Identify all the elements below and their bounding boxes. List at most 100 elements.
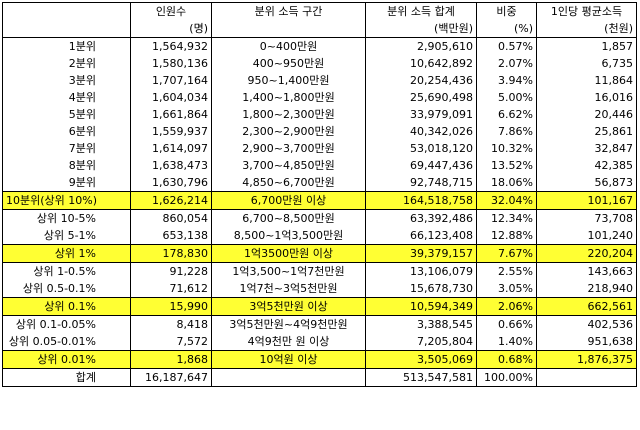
cell-count: 1,614,097 [130,140,212,157]
unit-cell: (백만원) [365,20,477,38]
cell-avg: 56,873 [536,174,637,192]
cell-count: 71,612 [130,280,212,298]
cell-avg: 1,876,375 [536,350,637,369]
cell-avg: 16,016 [536,89,637,106]
header-cell: 인원수 [130,2,212,20]
cell-total: 39,379,157 [365,244,477,263]
cell-label: 10분위(상위 10%) [2,191,131,210]
cell-share: 3.94% [476,72,537,89]
cell-label: 1분위 [2,37,131,55]
table-body: 인원수 분위 소득 구간 분위 소득 합계 비중 1인당 평균소득 (명) (백… [2,2,637,387]
cell-avg: 32,847 [536,140,637,157]
cell-range: 8,500~1억3,500만원 [211,227,366,245]
cell-total: 25,690,498 [365,89,477,106]
header-cell: 분위 소득 합계 [365,2,477,20]
unit-cell: (%) [476,20,537,38]
cell-total: 33,979,091 [365,106,477,123]
table-row: 1분위 1,564,932 0~400만원 2,905,610 0.57% 1,857 [2,37,637,55]
unit-cell: (명) [130,20,212,38]
unit-row: (명) (백만원) (%) (천원) [2,20,637,38]
cell-count: 16,187,647 [130,368,212,387]
cell-count: 1,580,136 [130,55,212,72]
table-row: 7분위 1,614,097 2,900~3,700만원 53,018,120 10.32… [2,140,637,157]
cell-range: 3억5천만원~4억9천만원 [211,315,366,333]
cell-label: 7분위 [2,140,131,157]
cell-share: 2.06% [476,297,537,316]
cell-share: 13.52% [476,157,537,174]
cell-count: 91,228 [130,262,212,280]
header-cell: 분위 소득 구간 [211,2,366,20]
cell-total: 3,388,545 [365,315,477,333]
cell-label: 상위 0.1-0.05% [2,315,131,333]
cell-share: 2.07% [476,55,537,72]
cell-total: 7,205,804 [365,333,477,351]
cell-avg: 101,167 [536,191,637,210]
cell-avg: 73,708 [536,209,637,227]
cell-share: 12.88% [476,227,537,245]
table-row: 5분위 1,661,864 1,800~2,300만원 33,979,091 6.62%… [2,106,637,123]
cell-avg: 20,446 [536,106,637,123]
cell-avg: 11,864 [536,72,637,89]
cell-total: 92,748,715 [365,174,477,192]
cell-range: 4억9천만 원 이상 [211,333,366,351]
cell-total: 3,505,069 [365,350,477,369]
cell-label: 상위 0.1% [2,297,131,316]
cell-total: 40,342,026 [365,123,477,140]
cell-share: 6.62% [476,106,537,123]
cell-avg: 25,861 [536,123,637,140]
cell-label: 4분위 [2,89,131,106]
cell-range: 4,850~6,700만원 [211,174,366,192]
cell-label: 상위 10-5% [2,209,131,227]
cell-avg: 402,536 [536,315,637,333]
cell-share: 10.32% [476,140,537,157]
cell-count: 1,638,473 [130,157,212,174]
header-cell [2,2,131,20]
cell-avg: 42,385 [536,157,637,174]
cell-label: 합계 [2,368,131,387]
cell-share: 0.66% [476,315,537,333]
table-row: 상위 10-5% 860,054 6,700~8,500만원 63,392,486 12… [2,209,637,227]
cell-count: 1,868 [130,350,212,369]
cell-share: 3.05% [476,280,537,298]
cell-label: 8분위 [2,157,131,174]
income-distribution-table: 인원수 분위 소득 구간 분위 소득 합계 비중 1인당 평균소득 (명) (백… [2,2,637,387]
cell-label: 5분위 [2,106,131,123]
cell-count: 1,630,796 [130,174,212,192]
cell-share: 7.86% [476,123,537,140]
cell-count: 1,564,932 [130,37,212,55]
cell-range: 2,300~2,900만원 [211,123,366,140]
cell-total: 10,642,892 [365,55,477,72]
cell-avg: 143,663 [536,262,637,280]
highlight-row: 10분위(상위 10%) 1,626,214 6,700만원 이상 164,518,7… [2,191,637,210]
cell-share: 32.04% [476,191,537,210]
cell-label: 상위 0.5-0.1% [2,280,131,298]
table-row: 8분위 1,638,473 3,700~4,850만원 69,447,436 13.52… [2,157,637,174]
cell-count: 653,138 [130,227,212,245]
cell-total: 10,594,349 [365,297,477,316]
cell-range: 0~400만원 [211,37,366,55]
cell-range: 950~1,400만원 [211,72,366,89]
table-row: 2분위 1,580,136 400~950만원 10,642,892 2.07% 6,73… [2,55,637,72]
cell-range: 400~950만원 [211,55,366,72]
cell-total: 69,447,436 [365,157,477,174]
cell-total: 164,518,758 [365,191,477,210]
cell-count: 1,559,937 [130,123,212,140]
cell-share: 18.06% [476,174,537,192]
cell-range: 1,800~2,300만원 [211,106,366,123]
cell-count: 1,604,034 [130,89,212,106]
cell-count: 15,990 [130,297,212,316]
table-row: 상위 0.05-0.01% 7,572 4억9천만 원 이상 7,205,804 1.4… [2,333,637,351]
cell-share: 7.67% [476,244,537,263]
table-row: 상위 0.5-0.1% 71,612 1억7천~3억5천만원 15,678,730 3.… [2,280,637,298]
cell-share: 2.55% [476,262,537,280]
cell-avg: 1,857 [536,37,637,55]
unit-cell: (천원) [536,20,637,38]
cell-avg: 662,561 [536,297,637,316]
cell-count: 7,572 [130,333,212,351]
cell-total: 20,254,436 [365,72,477,89]
cell-share: 1.40% [476,333,537,351]
cell-share: 0.57% [476,37,537,55]
highlight-row: 상위 0.01% 1,868 10억원 이상 3,505,069 0.68% 1,876,… [2,350,637,369]
cell-total: 63,392,486 [365,209,477,227]
table-row: 4분위 1,604,034 1,400~1,800만원 25,690,498 5.00%… [2,89,637,106]
